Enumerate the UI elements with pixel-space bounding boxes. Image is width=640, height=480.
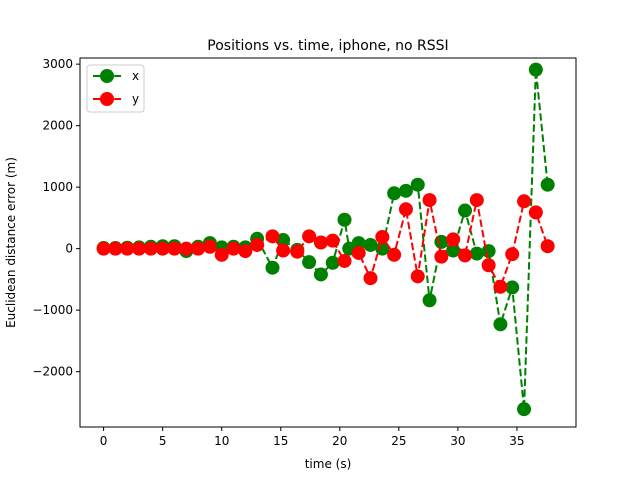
series-x-point <box>540 177 555 192</box>
series-y-point <box>387 247 402 262</box>
y-tick-label: 1000 <box>42 180 73 194</box>
y-tick-label: −2000 <box>32 365 73 379</box>
series-y-point <box>351 245 366 260</box>
series-x-point <box>313 267 328 282</box>
series-x-point <box>517 402 532 417</box>
series-y-point <box>96 241 111 256</box>
series-x-point <box>363 237 378 252</box>
axes-frame <box>79 57 577 428</box>
legend-x-marker <box>100 69 114 83</box>
series-y-point <box>505 247 520 262</box>
series-y-point <box>517 194 532 209</box>
series-y-point <box>302 229 317 244</box>
series-y-point <box>191 241 206 256</box>
x-tick-label: 25 <box>391 434 406 448</box>
series-x-point <box>493 317 508 332</box>
chart-title: Positions vs. time, iphone, no RSSI <box>207 38 448 54</box>
series-y-point <box>375 229 390 244</box>
series-y-point <box>250 237 265 252</box>
series-y-point <box>457 248 472 263</box>
series-x-point <box>265 260 280 275</box>
series-y-point <box>290 244 305 259</box>
series-y-point <box>155 241 170 256</box>
series-y-point <box>167 241 182 256</box>
series-x-point <box>325 255 340 270</box>
x-tick-label: 15 <box>273 434 288 448</box>
series-x-point <box>422 293 437 308</box>
series-x-point <box>398 183 413 198</box>
series-x-point <box>375 241 390 256</box>
x-tick-label: 5 <box>159 434 167 448</box>
series-x-point <box>505 280 520 295</box>
series-y-point <box>337 253 352 268</box>
series-x-point <box>469 246 484 261</box>
series-x-point <box>302 255 317 270</box>
series-y-point <box>143 241 158 256</box>
y-tick-label: −1000 <box>32 303 73 317</box>
y-axis-label: Euclidean distance error (m) <box>4 157 18 328</box>
series-y-point <box>265 229 280 244</box>
series-y-point <box>422 193 437 208</box>
series-y-point <box>108 241 123 256</box>
series-x-point <box>387 186 402 201</box>
axes: 0 5 10 15 20 25 30 35 −2000 −1000 0 1000 2000 3000 <box>32 57 524 448</box>
series-y-point <box>410 269 425 284</box>
plot-area <box>96 62 555 417</box>
series-x-point <box>528 62 543 77</box>
series-y-point <box>540 239 555 254</box>
series-x-point <box>276 233 291 248</box>
series-y-point <box>276 243 291 258</box>
series-y-point <box>363 271 378 286</box>
series-y-point <box>446 232 461 247</box>
series-x-point <box>446 243 461 258</box>
series-y-point <box>238 244 253 259</box>
y-tick-label: 0 <box>65 242 73 256</box>
series-y-point <box>313 235 328 250</box>
x-tick-label: 30 <box>450 434 465 448</box>
legend-y-marker <box>100 92 114 106</box>
series-y-point <box>434 249 449 264</box>
x-tick-label: 35 <box>509 434 524 448</box>
y-tick-label: 3000 <box>42 57 73 71</box>
series-y-point <box>214 247 229 262</box>
series-y-point <box>398 202 413 217</box>
series-y-point <box>179 241 194 256</box>
x-tick-label: 10 <box>214 434 229 448</box>
series-y-point <box>132 241 147 256</box>
series-y-point <box>325 233 340 248</box>
y-tick-label: 2000 <box>42 119 73 133</box>
legend-y-label: y <box>132 92 139 106</box>
legend: xy <box>86 64 145 113</box>
series-x-point <box>337 212 352 227</box>
series-y-point <box>202 239 217 254</box>
series-x-point <box>351 236 366 251</box>
series-x-point <box>481 244 496 259</box>
x-tick-label: 20 <box>332 434 347 448</box>
legend-x-label: x <box>132 69 139 83</box>
series-x-point <box>410 177 425 192</box>
series-y-point <box>120 241 135 256</box>
series-y-point <box>481 258 496 273</box>
x-axis-label: time (s) <box>305 457 352 471</box>
series-y-point <box>528 205 543 220</box>
series-y-point <box>469 193 484 208</box>
series-y-point <box>493 279 508 294</box>
series-y-point <box>226 241 241 256</box>
series-x-point <box>457 203 472 218</box>
x-tick-label: 0 <box>100 434 108 448</box>
